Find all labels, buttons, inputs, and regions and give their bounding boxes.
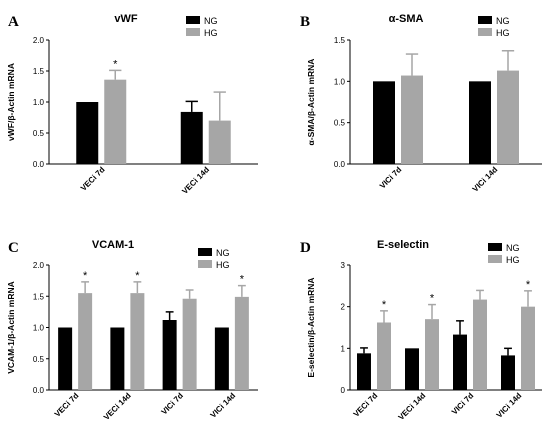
bar-hg — [401, 75, 423, 164]
bar-ng — [214, 327, 229, 390]
bar-ng — [469, 81, 491, 164]
legend-swatch-hg — [478, 28, 492, 36]
bar-hg — [377, 322, 391, 390]
panel-letter: C — [8, 240, 19, 256]
y-tick-label: 0.5 — [334, 119, 346, 128]
bar-ng — [373, 81, 395, 164]
y-tick-label: 0 — [341, 386, 346, 395]
chart-panel-d: D E-selectin E-selectin/β-Actin mRNA 0 1 2 3 * V… — [300, 239, 542, 422]
significance-star: * — [135, 270, 140, 282]
significance-star: * — [240, 274, 245, 286]
legend-swatch-hg — [488, 255, 502, 263]
bar-hg — [497, 70, 519, 164]
bar-hg — [234, 296, 249, 390]
bar-hg — [473, 299, 487, 390]
y-tick-label: 1.0 — [33, 98, 45, 107]
bar-hg — [425, 319, 439, 390]
y-tick-label: 0.5 — [33, 129, 45, 138]
legend-swatch-ng — [198, 248, 212, 256]
y-tick-label: 1.0 — [33, 324, 45, 333]
y-tick-label: 0.0 — [334, 160, 346, 169]
legend-swatch-ng — [478, 16, 492, 24]
x-category-label: VICi 14d — [471, 165, 500, 194]
y-tick-label: 1.0 — [334, 77, 346, 86]
significance-star: * — [382, 299, 387, 311]
x-category-label: VECi 7d — [79, 165, 107, 193]
bar-hg — [78, 293, 93, 390]
x-category-label: VICi 7d — [450, 391, 476, 417]
x-category-label: VICi 7d — [378, 165, 404, 191]
y-tick-label: 0.5 — [33, 355, 45, 364]
y-axis-label: E-selectin/β-Actin mRNA — [306, 277, 316, 377]
y-tick-label: 1.5 — [33, 67, 45, 76]
y-tick-label: 1.5 — [33, 292, 45, 301]
bar-hg — [130, 293, 145, 390]
bar-ng — [76, 102, 99, 164]
y-axis-label: VCAM-1/β-Actin mRNA — [6, 281, 16, 374]
chart-title: α-SMA — [389, 13, 424, 25]
legend-label-ng: NG — [216, 248, 230, 258]
y-tick-label: 2.0 — [33, 261, 45, 270]
legend-swatch-hg — [198, 260, 212, 268]
y-tick-label: 2 — [341, 303, 346, 312]
bar-hg — [182, 298, 197, 390]
bar-ng — [357, 353, 371, 390]
legend-label-ng: NG — [506, 243, 520, 253]
x-category-label: VECi 7d — [53, 391, 81, 419]
chart-title: E-selectin — [377, 239, 429, 251]
chart-panel-c: C VCAM-1 VCAM-1/β-Actin mRNA 0.0 0.5 1.0 1.5 2.… — [6, 239, 258, 422]
chart-title: VCAM-1 — [92, 239, 134, 251]
bar-hg — [208, 120, 231, 164]
panel-letter: B — [300, 14, 310, 30]
chart-title: vWF — [114, 13, 138, 25]
x-category-label: VICi 14d — [495, 391, 524, 420]
bar-ng — [58, 327, 73, 390]
x-category-label: VICi 14d — [209, 391, 238, 420]
x-category-label: VECi 14d — [397, 391, 428, 422]
panel-letter: A — [8, 14, 19, 30]
y-tick-label: 1.5 — [334, 36, 346, 45]
bar-ng — [110, 327, 125, 390]
legend-label-hg: HG — [216, 260, 230, 270]
significance-star: * — [113, 58, 118, 70]
legend-label-hg: HG — [496, 28, 510, 38]
legend-swatch-ng — [488, 243, 502, 251]
bar-hg — [521, 306, 535, 390]
x-category-label: VECi 14d — [102, 391, 133, 422]
panel-letter: D — [300, 240, 311, 256]
legend-label-ng: NG — [204, 16, 218, 26]
y-tick-label: 3 — [341, 261, 346, 270]
bar-hg — [104, 79, 127, 164]
legend-label-hg: HG — [506, 255, 520, 265]
legend-swatch-ng — [186, 16, 200, 24]
bar-ng — [162, 320, 177, 390]
y-tick-label: 0.0 — [33, 386, 45, 395]
bar-ng — [180, 111, 203, 164]
y-tick-label: 2.0 — [33, 36, 45, 45]
legend-swatch-hg — [186, 28, 200, 36]
y-axis-label: α-SMA/β-Actin mRNA — [306, 59, 316, 146]
significance-star: * — [526, 279, 531, 291]
bar-ng — [405, 348, 419, 390]
x-category-label: VECi 14d — [180, 165, 211, 196]
y-tick-label: 0.0 — [33, 160, 45, 169]
bar-ng — [453, 334, 467, 390]
x-category-label: VECi 7d — [352, 391, 380, 419]
bar-ng — [501, 355, 515, 390]
y-axis-label: vWF/β-Actin mRNA — [6, 63, 16, 141]
y-tick-label: 1 — [341, 344, 346, 353]
x-category-label: VICi 7d — [159, 391, 185, 417]
legend-label-ng: NG — [496, 16, 510, 26]
legend-label-hg: HG — [204, 28, 218, 38]
significance-star: * — [83, 270, 88, 282]
significance-star: * — [430, 293, 435, 305]
